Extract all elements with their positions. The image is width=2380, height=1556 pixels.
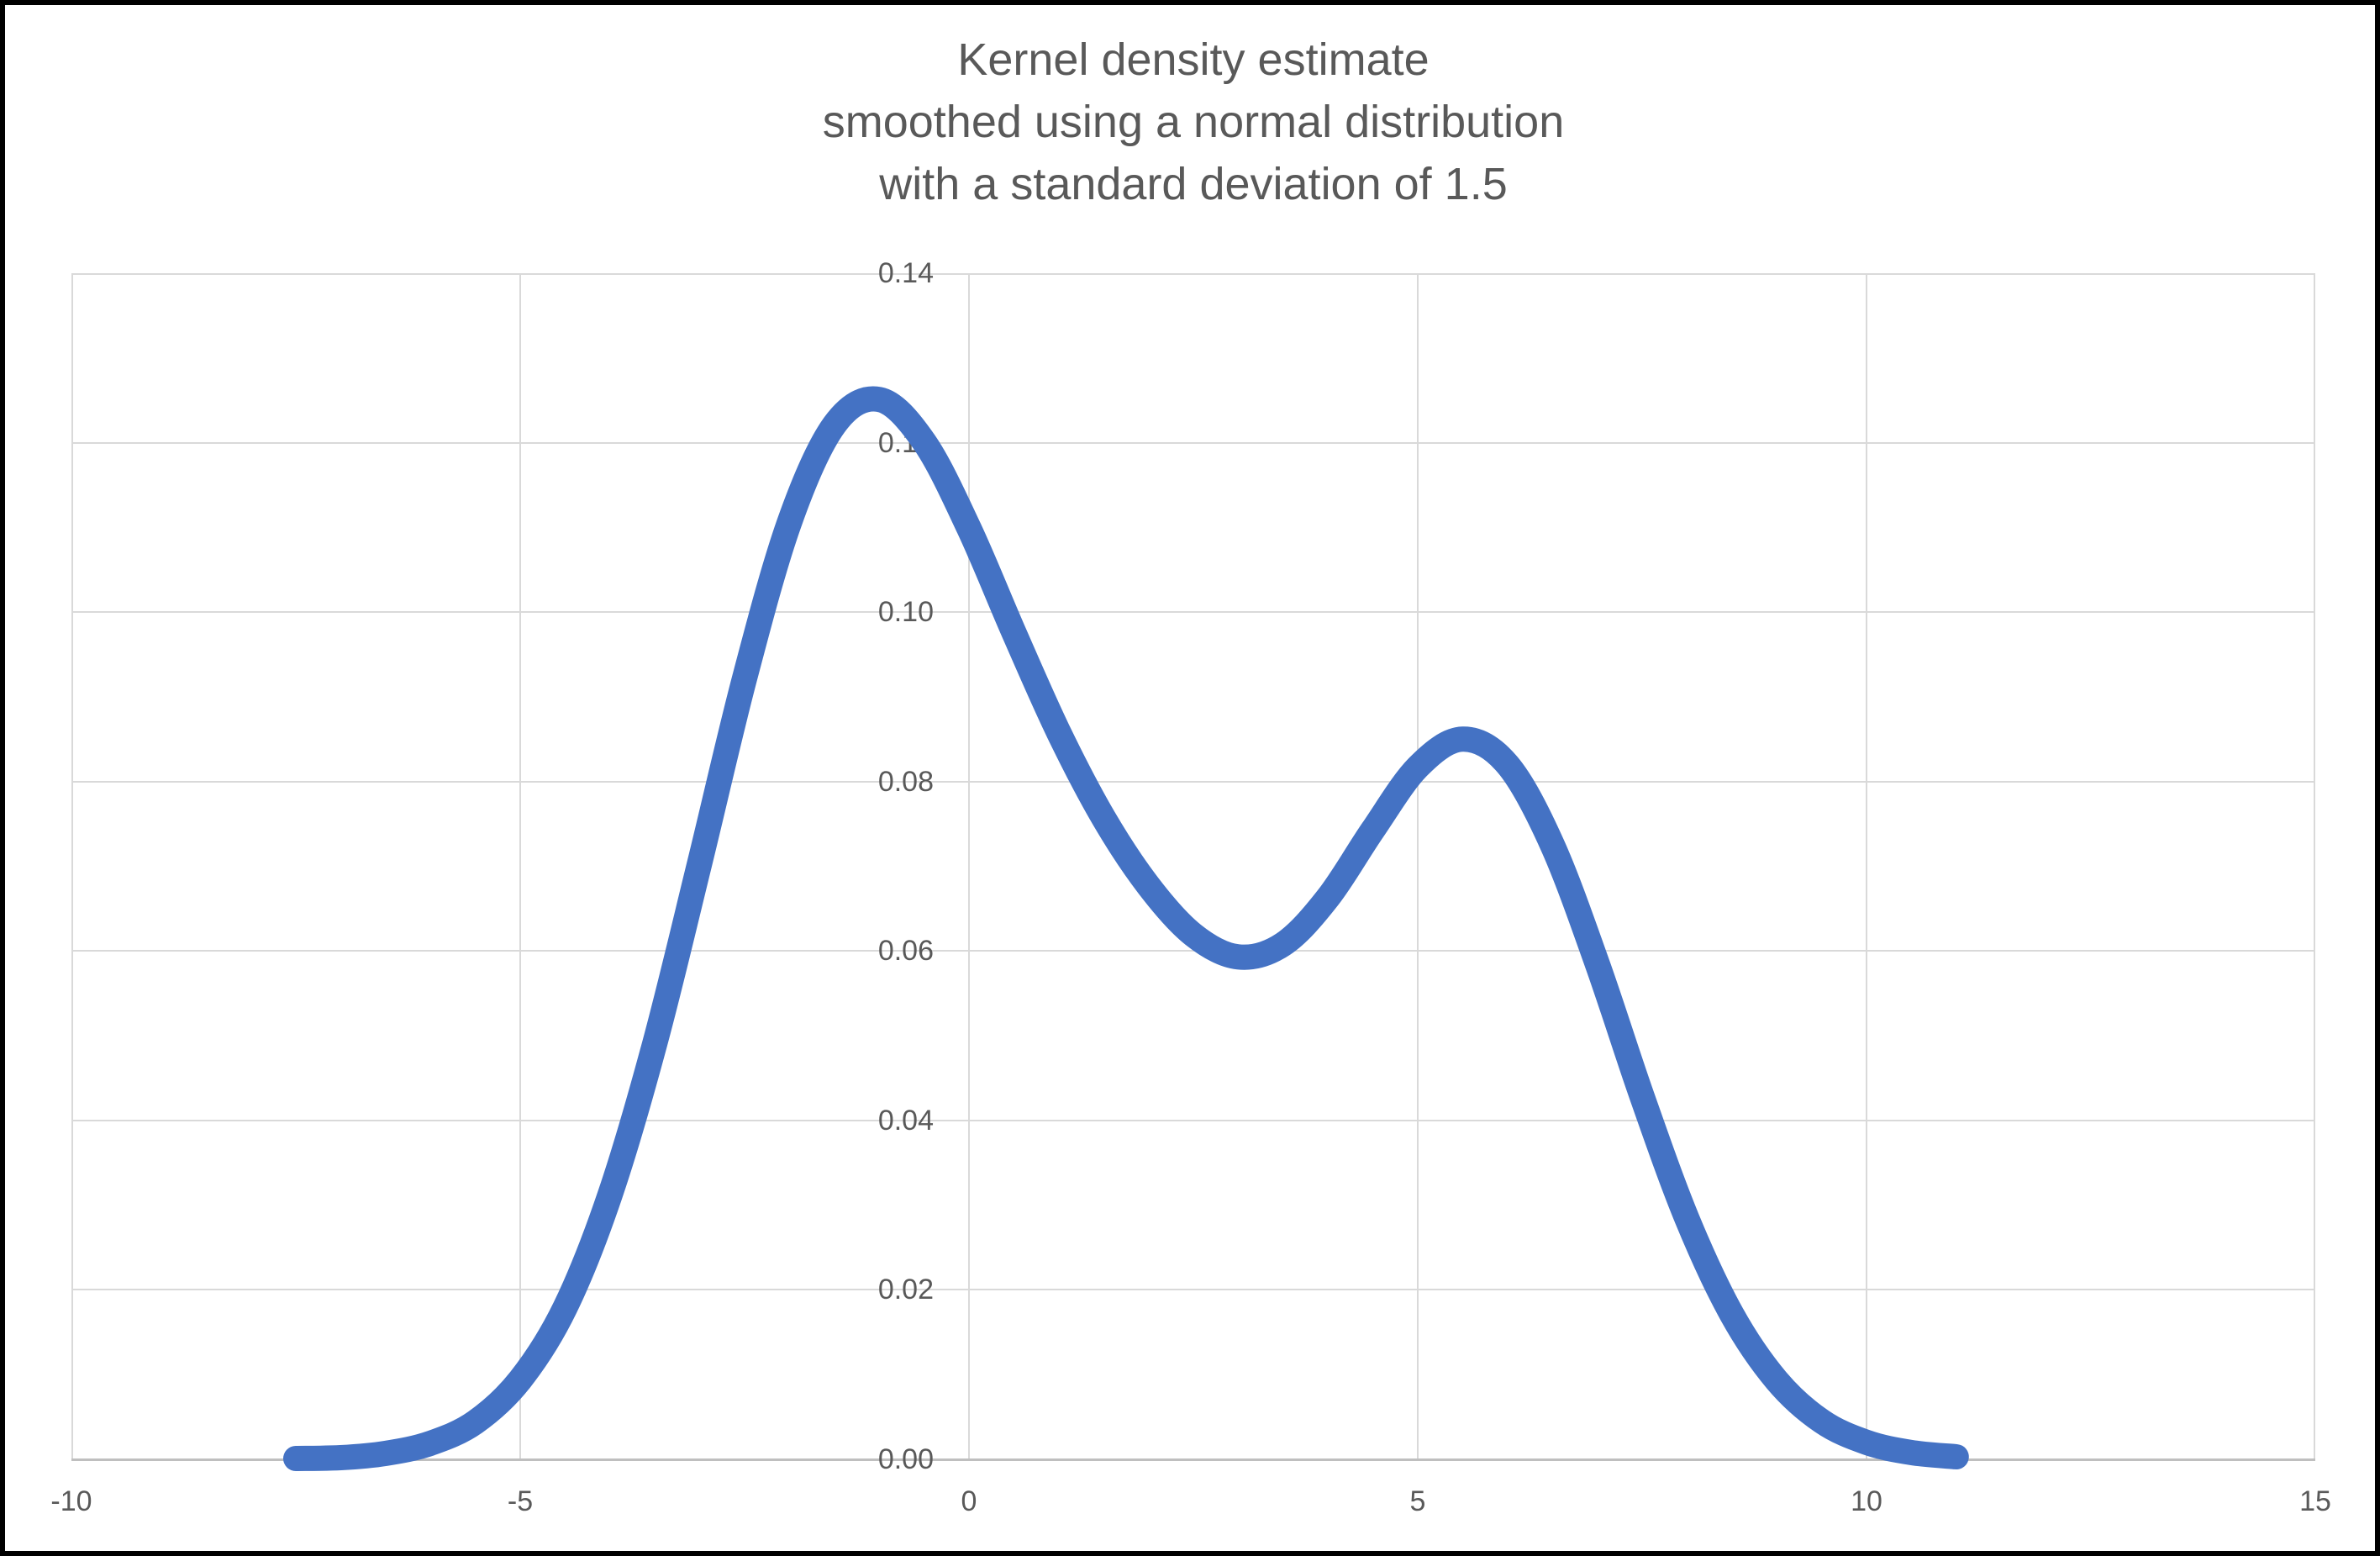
kde-curve [283,386,1969,1471]
chart-title-line-1: Kernel density estimate [957,34,1430,85]
chart-title: Kernel density estimate smoothed using a… [71,29,2315,215]
gridline-vertical [71,273,73,1459]
y-tick-label: 0.06 [877,935,934,968]
x-tick-label: -10 [50,1485,92,1517]
x-tick-label: 0 [961,1485,977,1517]
y-tick-label: 0.02 [877,1274,934,1306]
gridline-horizontal [71,441,2315,444]
x-tick-label: -5 [507,1485,534,1517]
gridline-horizontal [71,273,2315,275]
chart-title-line-2: smoothed using a normal distribution [822,97,1565,147]
y-tick-label: 0.10 [877,596,934,629]
y-tick-label: 0.04 [877,1104,934,1137]
gridline-horizontal [71,611,2315,614]
x-tick-label: 10 [1851,1485,1882,1517]
gridline-horizontal [71,1289,2315,1291]
gridline-vertical [968,273,970,1459]
gridline-vertical [1417,273,1419,1459]
gridline-vertical [1866,273,1867,1459]
gridline-horizontal [71,1119,2315,1121]
x-axis-line [71,1458,2315,1461]
gridline-horizontal [71,780,2315,783]
x-tick-label: 15 [2299,1485,2331,1517]
x-tick-label: 5 [1409,1485,1426,1517]
y-tick-label: 0.14 [877,257,934,289]
y-tick-label: 0.00 [877,1443,934,1475]
gridline-vertical [519,273,521,1459]
chart-title-line-3: with a standard deviation of 1.5 [879,159,1508,209]
y-tick-label: 0.08 [877,765,934,798]
plot-area: 0.00 0.02 0.04 0.06 0.08 0.10 0.12 0.14 -10 -5 0 5 1… [50,257,2330,1517]
kde-series-svg [283,386,1969,1471]
gridline-horizontal [71,950,2315,952]
gridline-vertical [2314,273,2315,1459]
